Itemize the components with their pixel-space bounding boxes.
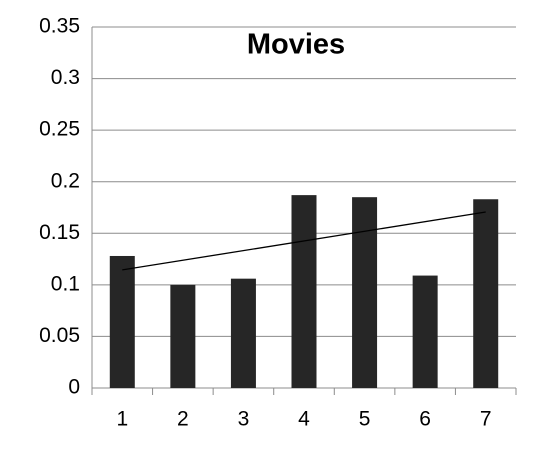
bar [352,197,378,388]
y-tick-label: 0.15 [39,221,80,244]
x-tick-label: 1 [116,408,128,431]
bar [230,278,256,388]
y-tick-label: 0.2 [51,169,80,192]
bar [109,255,135,388]
x-tick-label: 6 [419,408,431,431]
bar [170,284,196,388]
chart-title: Movies [247,29,345,61]
y-tick-label: 0.1 [51,272,80,295]
x-tick-label: 4 [298,408,310,431]
bar [291,195,317,388]
y-tick-label: 0.25 [39,118,80,141]
x-tick-label: 5 [359,408,371,431]
y-tick-label: 0.3 [51,66,80,89]
bar [473,199,499,388]
y-tick-label: 0.35 [39,15,80,38]
trendline [122,211,486,271]
x-tick-label: 7 [480,408,492,431]
bar [412,275,438,388]
x-tick-label: 3 [238,408,250,431]
y-tick-label: 0 [68,376,80,399]
x-tick-label: 2 [177,408,189,431]
y-tick-label: 0.05 [39,324,80,347]
